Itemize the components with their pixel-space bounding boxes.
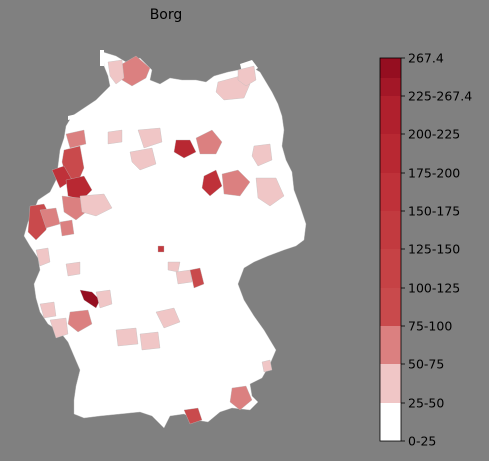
region-franconia-west — [167, 261, 181, 273]
colorbar-segment — [380, 96, 401, 134]
region-magdeburg-area — [173, 139, 197, 159]
region-nuremberg-area — [175, 269, 193, 285]
colorbar-segment — [380, 364, 401, 403]
region-wuerzburg-area — [155, 307, 181, 329]
colorbar-segment — [380, 326, 401, 364]
colorbar-tick-label: 150-175 — [408, 204, 460, 219]
colorbar-tick-label: 75-100 — [408, 319, 452, 334]
colorbar-tick-label: 267.4 — [408, 51, 444, 66]
colorbar-tick-label: 175-200 — [408, 166, 460, 181]
colorbar-segment — [380, 211, 401, 249]
region-swabia — [139, 331, 161, 351]
region-mid-rhine — [65, 261, 81, 277]
region-rhine-sieg — [35, 247, 51, 267]
region-cologne-area — [39, 207, 61, 229]
colorbar-tick-label: 0-25 — [408, 434, 436, 449]
island-east-frisian — [68, 112, 86, 120]
region-regensburg-area — [261, 359, 273, 373]
colorbar-tick-label: 125-150 — [408, 242, 460, 257]
map-title: Borg — [149, 7, 183, 23]
colorbar-tick-label: 50-75 — [408, 357, 444, 372]
region-passau-area — [229, 385, 253, 411]
region-brandenburg — [195, 129, 223, 155]
colorbar-segment — [380, 403, 401, 441]
colorbar-frame — [379, 57, 402, 442]
island-sylt — [100, 50, 104, 66]
colorbar-tick-label: 100-125 — [408, 281, 460, 296]
colorbar-tick-label: 200-225 — [408, 127, 460, 142]
colorbar-segment — [380, 288, 401, 326]
region-schleswig — [107, 59, 125, 85]
region-franconia — [189, 267, 205, 289]
region-stuttgart-area — [115, 327, 139, 347]
colorbar-tick-label: 225-267.4 — [408, 89, 472, 104]
region-north-frisia — [121, 55, 151, 87]
region-saar — [39, 301, 57, 319]
region-halle — [201, 169, 223, 197]
colorbar-segment — [380, 249, 401, 288]
region-dresden-area — [255, 177, 285, 207]
region-oder-area — [251, 143, 273, 167]
region-mannheim — [79, 289, 101, 309]
region-bielefeld-area — [107, 129, 123, 145]
region-small-hesse — [157, 245, 165, 253]
region-leipzig-area — [221, 169, 251, 197]
colorbar-segment — [380, 134, 401, 173]
region-westphalia-pink — [79, 193, 113, 217]
region-emsland-north — [65, 129, 87, 149]
colorbar-tick-label: 25-50 — [408, 396, 444, 411]
region-baden-west — [49, 317, 69, 339]
region-allgaeu — [183, 407, 203, 425]
region-palatinate — [67, 309, 93, 333]
region-hanover-south — [129, 147, 157, 171]
region-east-pomerania — [237, 65, 257, 87]
region-cologne-east — [59, 219, 75, 237]
region-mannheim-pink — [95, 289, 113, 309]
colorbar-segment — [380, 58, 401, 78]
colorbar-segment — [380, 173, 401, 211]
region-hanover-north — [137, 127, 163, 149]
region-ruhr-west — [65, 175, 93, 201]
region-westphalia-south — [61, 195, 87, 221]
